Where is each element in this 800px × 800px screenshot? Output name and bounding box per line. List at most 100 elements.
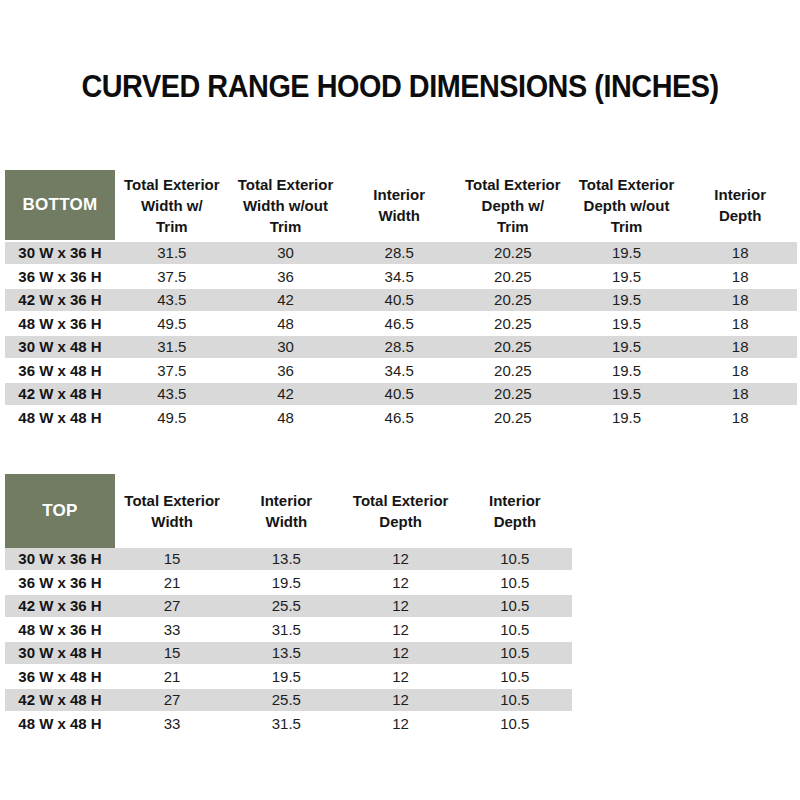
value-cell: 18 xyxy=(683,360,797,382)
value-cell: 13.5 xyxy=(229,642,343,664)
value-cell: 10.5 xyxy=(458,666,572,688)
value-cell: 10.5 xyxy=(458,689,572,711)
value-cell: 13.5 xyxy=(229,548,343,570)
bottom-dimensions-table: BOTTOM Total Exterior Width w/ TrimTotal… xyxy=(5,170,797,430)
table-row: 30 W x 48 H31.53028.520.2519.518 xyxy=(5,336,797,360)
value-cell: 12 xyxy=(344,595,458,617)
bottom-column-headers: Total Exterior Width w/ TrimTotal Exteri… xyxy=(115,170,797,240)
value-cell: 19.5 xyxy=(570,336,684,358)
value-cell: 10.5 xyxy=(458,548,572,570)
page-title: CURVED RANGE HOOD DIMENSIONS (INCHES) xyxy=(0,68,800,105)
value-cell: 18 xyxy=(683,289,797,311)
top-table-body: 30 W x 36 H1513.51210.536 W x 36 H2119.5… xyxy=(5,548,572,736)
value-cell: 20.25 xyxy=(456,360,570,382)
value-cell: 19.5 xyxy=(570,383,684,405)
column-header: Interior Width xyxy=(342,170,456,240)
value-cell: 36 xyxy=(229,266,343,288)
value-cell: 18 xyxy=(683,336,797,358)
table-row: 48 W x 36 H3331.51210.5 xyxy=(5,619,572,643)
table-row: 42 W x 48 H2725.51210.5 xyxy=(5,689,572,713)
table-row: 36 W x 36 H2119.51210.5 xyxy=(5,572,572,596)
value-cell: 48 xyxy=(229,313,343,335)
spec-sheet-page: CURVED RANGE HOOD DIMENSIONS (INCHES) BO… xyxy=(0,0,800,800)
value-cell: 31.5 xyxy=(115,336,229,358)
value-cell: 40.5 xyxy=(342,383,456,405)
row-label: 48 W x 36 H xyxy=(5,619,115,641)
row-label: 30 W x 36 H xyxy=(5,548,115,570)
column-header: Total Exterior Width w/ Trim xyxy=(115,170,229,240)
value-cell: 37.5 xyxy=(115,360,229,382)
value-cell: 18 xyxy=(683,266,797,288)
table-row: 42 W x 48 H43.54240.520.2519.518 xyxy=(5,383,797,407)
table-row: 30 W x 48 H1513.51210.5 xyxy=(5,642,572,666)
row-label: 36 W x 48 H xyxy=(5,666,115,688)
column-header: Interior Depth xyxy=(683,170,797,240)
value-cell: 20.25 xyxy=(456,336,570,358)
value-cell: 19.5 xyxy=(570,360,684,382)
row-label: 42 W x 36 H xyxy=(5,289,115,311)
value-cell: 25.5 xyxy=(229,689,343,711)
row-label: 36 W x 36 H xyxy=(5,572,115,594)
value-cell: 49.5 xyxy=(115,313,229,335)
value-cell: 36 xyxy=(229,360,343,382)
row-label: 30 W x 36 H xyxy=(5,242,115,264)
value-cell: 12 xyxy=(344,642,458,664)
value-cell: 34.5 xyxy=(342,266,456,288)
value-cell: 12 xyxy=(344,713,458,735)
value-cell: 30 xyxy=(229,336,343,358)
value-cell: 33 xyxy=(115,713,229,735)
table-row: 42 W x 36 H43.54240.520.2519.518 xyxy=(5,289,797,313)
table-row: 48 W x 48 H3331.51210.5 xyxy=(5,713,572,737)
table-row: 30 W x 36 H1513.51210.5 xyxy=(5,548,572,572)
value-cell: 18 xyxy=(683,242,797,264)
value-cell: 19.5 xyxy=(570,407,684,429)
value-cell: 10.5 xyxy=(458,642,572,664)
table-row: 48 W x 48 H49.54846.520.2519.518 xyxy=(5,407,797,431)
value-cell: 30 xyxy=(229,242,343,264)
value-cell: 19.5 xyxy=(229,572,343,594)
value-cell: 19.5 xyxy=(570,313,684,335)
value-cell: 12 xyxy=(344,619,458,641)
value-cell: 19.5 xyxy=(570,289,684,311)
value-cell: 46.5 xyxy=(342,407,456,429)
value-cell: 42 xyxy=(229,383,343,405)
value-cell: 15 xyxy=(115,642,229,664)
bottom-table-corner-label: BOTTOM xyxy=(5,170,115,240)
value-cell: 31.5 xyxy=(229,619,343,641)
value-cell: 28.5 xyxy=(342,242,456,264)
value-cell: 12 xyxy=(344,689,458,711)
row-label: 36 W x 48 H xyxy=(5,360,115,382)
value-cell: 49.5 xyxy=(115,407,229,429)
value-cell: 10.5 xyxy=(458,619,572,641)
value-cell: 15 xyxy=(115,548,229,570)
top-table-header: TOP Total Exterior WidthInterior WidthTo… xyxy=(5,474,572,548)
value-cell: 21 xyxy=(115,666,229,688)
row-label: 30 W x 48 H xyxy=(5,642,115,664)
row-label: 42 W x 36 H xyxy=(5,595,115,617)
table-row: 36 W x 36 H37.53634.520.2519.518 xyxy=(5,266,797,290)
value-cell: 37.5 xyxy=(115,266,229,288)
top-dimensions-table: TOP Total Exterior WidthInterior WidthTo… xyxy=(5,474,572,736)
value-cell: 48 xyxy=(229,407,343,429)
row-label: 36 W x 36 H xyxy=(5,266,115,288)
row-label: 48 W x 48 H xyxy=(5,713,115,735)
value-cell: 10.5 xyxy=(458,595,572,617)
row-label: 48 W x 36 H xyxy=(5,313,115,335)
value-cell: 20.25 xyxy=(456,242,570,264)
value-cell: 10.5 xyxy=(458,572,572,594)
row-label: 42 W x 48 H xyxy=(5,383,115,405)
table-row: 42 W x 36 H2725.51210.5 xyxy=(5,595,572,619)
column-header: Total Exterior Depth xyxy=(344,474,458,548)
bottom-table-header: BOTTOM Total Exterior Width w/ TrimTotal… xyxy=(5,170,797,240)
table-row: 30 W x 36 H31.53028.520.2519.518 xyxy=(5,242,797,266)
value-cell: 33 xyxy=(115,619,229,641)
value-cell: 19.5 xyxy=(570,266,684,288)
value-cell: 18 xyxy=(683,407,797,429)
value-cell: 25.5 xyxy=(229,595,343,617)
value-cell: 31.5 xyxy=(229,713,343,735)
value-cell: 20.25 xyxy=(456,313,570,335)
column-header: Interior Width xyxy=(229,474,343,548)
bottom-table-body: 30 W x 36 H31.53028.520.2519.51836 W x 3… xyxy=(5,242,797,430)
column-header: Interior Depth xyxy=(458,474,572,548)
value-cell: 34.5 xyxy=(342,360,456,382)
